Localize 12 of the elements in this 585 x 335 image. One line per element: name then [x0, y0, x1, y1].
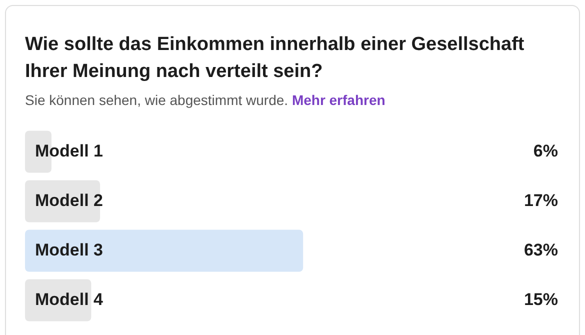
- y-tick-label: Modell 3: [35, 240, 104, 260]
- bar: [25, 230, 304, 272]
- y-tick-label: Modell 2: [35, 190, 104, 210]
- chart-subtitle: Sie können sehen, wie abgestimmt wurde.: [25, 92, 288, 108]
- data-label: 17%: [524, 190, 558, 210]
- chart-title: Wie sollte das Einkommen innerhalb einer Gesellschaft Ihrer Meinung nach verteilt sein?: [25, 33, 526, 84]
- data-label: 6%: [533, 141, 558, 160]
- y-tick-label: Modell 4: [35, 290, 104, 309]
- data-label: 15%: [524, 290, 558, 309]
- data-label: 63%: [524, 240, 558, 260]
- y-tick-label: Modell 1: [35, 141, 104, 160]
- text: Mehr erfahren: [292, 92, 386, 108]
